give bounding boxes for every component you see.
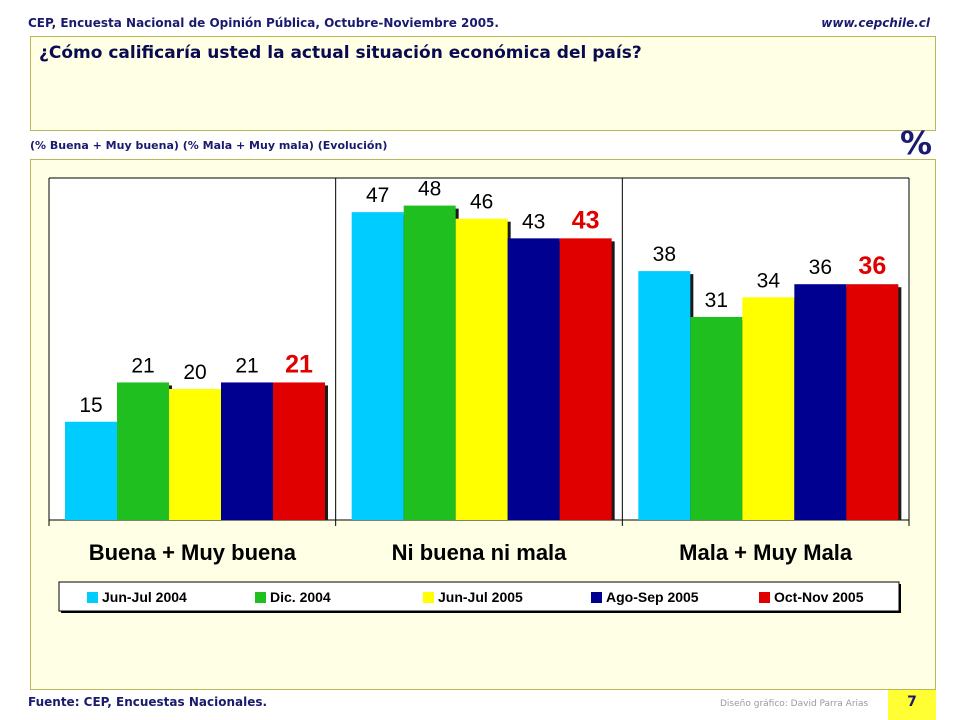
header-website[interactable]: www.cepchile.cl bbox=[821, 16, 930, 30]
percent-symbol: % bbox=[899, 124, 932, 162]
chart-box: 15 21 20 21 21 Buena + Muy buena 47 48 46 43 43 Ni … bbox=[30, 159, 936, 690]
chart-subtitle: (% Buena + Muy buena) (% Mala + Muy mala… bbox=[30, 139, 388, 152]
legend-swatch bbox=[255, 592, 266, 603]
header-survey-title: CEP, Encuesta Nacional de Opinión Públic… bbox=[28, 16, 499, 30]
data-label: 21 bbox=[235, 354, 258, 377]
data-label: 21 bbox=[285, 350, 313, 378]
bar bbox=[690, 316, 743, 520]
page-number: 7 bbox=[907, 694, 917, 710]
data-label: 43 bbox=[572, 206, 600, 234]
data-label: 36 bbox=[858, 252, 886, 280]
bar bbox=[117, 382, 169, 520]
question-text: ¿Cómo calificaría usted la actual situac… bbox=[39, 43, 642, 63]
bar bbox=[455, 218, 508, 520]
bar bbox=[742, 297, 795, 520]
data-label: 34 bbox=[757, 269, 781, 292]
legend-swatch bbox=[423, 592, 434, 603]
page-number-box: 7 bbox=[888, 690, 936, 720]
data-label: 48 bbox=[418, 178, 441, 201]
data-label: 31 bbox=[705, 289, 728, 312]
legend-label: Dic. 2004 bbox=[270, 589, 331, 605]
bar bbox=[273, 382, 325, 520]
bar bbox=[403, 205, 456, 520]
category-label: Mala + Muy Mala bbox=[679, 540, 853, 565]
question-box: ¿Cómo calificaría usted la actual situac… bbox=[30, 36, 936, 131]
bar bbox=[559, 238, 612, 520]
bar-chart: 15 21 20 21 21 Buena + Muy buena 47 48 46 43 43 Ni … bbox=[48, 177, 910, 613]
bar bbox=[221, 382, 273, 520]
data-label: 36 bbox=[809, 256, 832, 279]
legend-swatch bbox=[591, 592, 602, 603]
bar bbox=[638, 271, 691, 520]
legend-label: Ago-Sep 2005 bbox=[606, 589, 699, 605]
legend-label: Oct-Nov 2005 bbox=[774, 589, 864, 605]
category-label: Buena + Muy buena bbox=[89, 540, 297, 565]
data-label: 47 bbox=[366, 184, 389, 207]
legend-swatch bbox=[759, 592, 770, 603]
bar bbox=[169, 389, 221, 520]
bar bbox=[794, 284, 847, 520]
data-label: 38 bbox=[653, 243, 676, 266]
bar bbox=[846, 284, 899, 520]
data-label: 20 bbox=[183, 361, 206, 384]
bar bbox=[65, 421, 117, 520]
footer-credit: Diseño gráfico: David Parra Arias bbox=[720, 699, 869, 709]
data-label: 15 bbox=[79, 394, 102, 417]
legend-swatch bbox=[87, 592, 98, 603]
footer-source: Fuente: CEP, Encuestas Nacionales. bbox=[28, 695, 268, 709]
category-label: Ni buena ni mala bbox=[392, 540, 568, 565]
data-label: 43 bbox=[522, 210, 545, 233]
data-label: 21 bbox=[131, 354, 154, 377]
data-label: 46 bbox=[470, 191, 493, 214]
bar bbox=[507, 238, 560, 520]
legend-label: Jun-Jul 2005 bbox=[438, 589, 523, 605]
legend-label: Jun-Jul 2004 bbox=[102, 589, 187, 605]
bar bbox=[351, 212, 404, 520]
